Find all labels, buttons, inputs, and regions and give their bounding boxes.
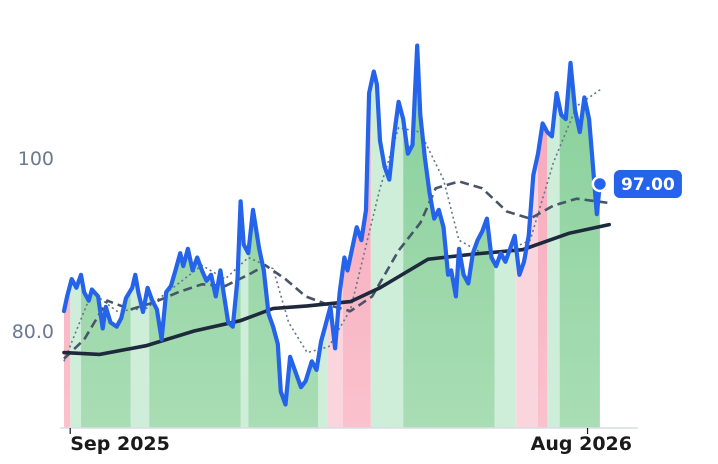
last-value-dot bbox=[591, 175, 609, 193]
regime-fill-4 bbox=[149, 45, 241, 428]
regime-fill-2 bbox=[81, 45, 131, 428]
regime-band-13 bbox=[516, 45, 538, 428]
last-value-marker: 97.00 bbox=[591, 169, 682, 198]
regime-band-3 bbox=[130, 45, 150, 428]
x-tick-label: Aug 2026 bbox=[531, 433, 632, 455]
price-line bbox=[61, 43, 602, 407]
y-tick-label: 100 bbox=[18, 148, 54, 170]
last-value-label: 97.00 bbox=[621, 175, 675, 195]
regime-fill-6 bbox=[248, 45, 319, 428]
x-tick-label: Sep 2025 bbox=[70, 433, 170, 455]
y-tick-label: 80.0 bbox=[12, 321, 54, 343]
regime-band-10 bbox=[370, 45, 404, 428]
regime-band-8 bbox=[327, 45, 343, 428]
regime-band-15 bbox=[547, 45, 560, 428]
regime-fill-14 bbox=[537, 45, 548, 428]
ma-mid-line bbox=[63, 180, 610, 360]
last-value-badge bbox=[613, 169, 682, 198]
axis-ticks: 80.0 100 Sep 2025 Aug 2026 bbox=[12, 148, 632, 455]
regime-band-1 bbox=[70, 45, 82, 428]
regime-fill-0 bbox=[64, 45, 71, 428]
series-lines bbox=[61, 43, 611, 407]
